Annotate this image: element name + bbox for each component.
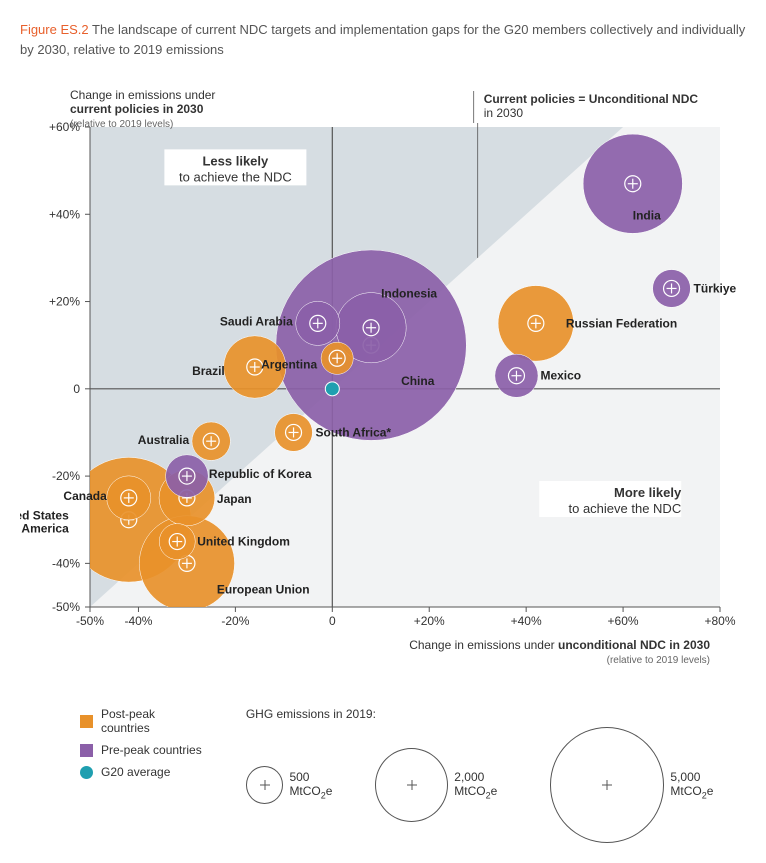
svg-text:Change in emissions under: Change in emissions under (70, 88, 215, 102)
svg-text:to achieve the NDC: to achieve the NDC (568, 501, 681, 516)
svg-text:United Kingdom: United Kingdom (197, 535, 290, 549)
svg-text:+80%: +80% (704, 614, 735, 628)
svg-text:+40%: +40% (511, 614, 542, 628)
svg-text:in 2030: in 2030 (484, 106, 524, 120)
legend-categories: Post-peak countries Pre-peak countries G… (80, 707, 206, 779)
svg-text:-50%: -50% (76, 614, 104, 628)
figure-number: Figure ES.2 (20, 22, 89, 37)
svg-text:Republic of Korea: Republic of Korea (209, 467, 312, 481)
legend-size-item: 2,000 MtCO2e (375, 748, 530, 822)
svg-text:Russian Federation: Russian Federation (566, 316, 677, 330)
svg-text:+20%: +20% (49, 295, 80, 309)
svg-text:current policies in 2030: current policies in 2030 (70, 102, 204, 116)
legend-size-circle (375, 748, 448, 822)
svg-text:0: 0 (329, 614, 336, 628)
svg-text:Current policies = Uncondition: Current policies = Unconditional NDC (484, 92, 699, 106)
legend-size-item: 500 MtCO2e (246, 766, 355, 804)
legend-g20-label: G20 average (101, 765, 170, 779)
svg-text:(relative to 2019 levels): (relative to 2019 levels) (607, 655, 710, 666)
svg-text:-40%: -40% (124, 614, 152, 628)
swatch-pre-peak (80, 744, 93, 757)
bubble-chart: -50% -40% -20% 0 +20% +40% +60% +80% -50% -40% -20… (20, 77, 740, 697)
svg-text:(relative to 2019 levels): (relative to 2019 levels) (70, 119, 173, 130)
legend-size-item: 5,000 MtCO2e (550, 727, 746, 843)
svg-text:More likely: More likely (614, 485, 682, 500)
svg-text:Türkiye: Türkiye (694, 281, 737, 295)
figure-title: Figure ES.2 The landscape of current NDC… (20, 20, 746, 59)
legend-size-label: 5,000 MtCO2e (670, 770, 746, 800)
svg-text:Saudi Arabia: Saudi Arabia (220, 314, 293, 328)
legend: Post-peak countries Pre-peak countries G… (20, 707, 746, 843)
svg-text:+20%: +20% (414, 614, 445, 628)
svg-text:Canada: Canada (63, 489, 107, 503)
svg-text:+60%: +60% (608, 614, 639, 628)
legend-sizes: GHG emissions in 2019: 500 MtCO2e 2,000 M… (246, 707, 746, 843)
legend-size-label: 2,000 MtCO2e (454, 770, 530, 800)
svg-text:to achieve the NDC: to achieve the NDC (179, 169, 292, 184)
svg-text:+40%: +40% (49, 207, 80, 221)
svg-text:of America: of America (20, 522, 69, 536)
svg-text:-40%: -40% (52, 556, 80, 570)
svg-text:Mexico: Mexico (540, 369, 581, 383)
svg-text:-50%: -50% (52, 600, 80, 614)
svg-text:-20%: -20% (52, 469, 80, 483)
legend-sizes-title: GHG emissions in 2019: (246, 707, 746, 721)
svg-text:European Union: European Union (217, 582, 310, 596)
swatch-g20 (80, 766, 93, 779)
figure-caption: The landscape of current NDC targets and… (20, 22, 745, 57)
legend-g20: G20 average (80, 765, 206, 779)
legend-pre-peak: Pre-peak countries (80, 743, 206, 757)
svg-text:Japan: Japan (217, 492, 252, 506)
legend-size-circle (246, 766, 284, 804)
svg-text:Less likely: Less likely (202, 153, 269, 168)
legend-post-peak-label: Post-peak countries (101, 707, 206, 735)
svg-text:0: 0 (73, 382, 80, 396)
swatch-post-peak (80, 715, 93, 728)
legend-pre-peak-label: Pre-peak countries (101, 743, 202, 757)
svg-text:Australia: Australia (138, 433, 190, 447)
svg-text:United States: United States (20, 509, 69, 523)
legend-post-peak: Post-peak countries (80, 707, 206, 735)
svg-text:Argentina: Argentina (261, 357, 317, 371)
svg-text:India: India (633, 209, 661, 223)
svg-text:South Africa*: South Africa* (316, 425, 392, 439)
svg-text:-20%: -20% (221, 614, 249, 628)
legend-size-circle (550, 727, 665, 843)
legend-size-label: 500 MtCO2e (289, 770, 355, 800)
svg-text:Change in emissions under unco: Change in emissions under unconditional … (409, 638, 710, 652)
svg-text:China: China (401, 374, 435, 388)
svg-text:Brazil: Brazil (192, 364, 225, 378)
svg-text:Indonesia: Indonesia (381, 287, 437, 301)
